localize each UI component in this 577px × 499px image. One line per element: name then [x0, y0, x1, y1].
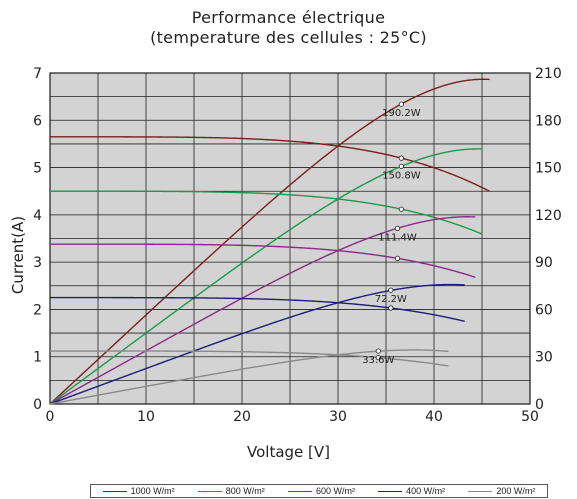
iv-curve-600 — [50, 243, 476, 278]
y-tick-label: 4 — [33, 208, 42, 224]
mpp-power-marker — [388, 287, 394, 293]
power-curve-400 — [49, 283, 465, 405]
peak-power-label: 72.2W — [375, 294, 407, 305]
mpp-power-marker — [398, 163, 404, 169]
iv-curve-200 — [50, 350, 449, 367]
mpp-current-marker — [388, 305, 394, 311]
y2-tick-label: 90 — [535, 255, 553, 271]
mpp-power-marker — [394, 225, 401, 232]
iv-curve-1000 — [50, 136, 491, 193]
y2-tick-label: 60 — [535, 302, 553, 318]
iv-curve-400 — [50, 296, 465, 323]
y2-tick-label: 210 — [535, 66, 562, 82]
x-tick-label: 0 — [46, 409, 55, 425]
legend-item: 1000 W/m² — [102, 486, 175, 496]
chart-title: Performance électrique — [191, 8, 386, 27]
power-curve-600 — [49, 216, 476, 405]
grid-lines — [49, 72, 531, 405]
legend-swatch — [287, 490, 312, 492]
legend-label: 600 W/m² — [315, 486, 355, 496]
legend-label: 1000 W/m² — [130, 486, 175, 496]
x-axis-label: Voltage [V] — [247, 443, 330, 461]
y2-tick-label: 120 — [535, 208, 562, 224]
y2-tick-label: 30 — [535, 350, 553, 366]
legend-label: 800 W/m² — [225, 486, 265, 496]
y2-tick-label: 180 — [535, 113, 562, 129]
y2-tick-label: 0 — [535, 397, 544, 413]
y-tick-label: 7 — [33, 66, 42, 82]
y2-tick-label: 150 — [535, 161, 562, 177]
peak-power-label: 150.8W — [382, 170, 421, 181]
legend-swatch — [102, 490, 127, 492]
series-layer — [49, 78, 491, 405]
peak-power-label: 111.4W — [378, 232, 417, 243]
x-tick-label: 30 — [329, 409, 347, 425]
mpp-current-marker — [398, 206, 404, 212]
legend-item: 400 W/m² — [378, 486, 445, 496]
y-tick-label: 0 — [33, 397, 42, 413]
y-tick-label: 6 — [33, 113, 42, 129]
y-tick-label: 5 — [33, 161, 42, 177]
peak-power-label: 190.2W — [382, 108, 421, 119]
mpp-power-marker — [398, 101, 404, 107]
y-tick-label: 1 — [33, 350, 42, 366]
x-tick-label: 10 — [137, 409, 155, 425]
peak-power-label: 33.6W — [362, 355, 394, 366]
marker-layer: 190.2W 150.8W 111.4W 72.2W 33.6W — [362, 101, 421, 366]
legend-item: 200 W/m² — [468, 486, 535, 496]
legend-swatch — [468, 490, 493, 492]
x-tick-label: 50 — [521, 409, 539, 425]
legend-label: 200 W/m² — [496, 486, 536, 496]
legend-item: 600 W/m² — [287, 486, 355, 496]
x-tick-label: 20 — [233, 409, 251, 425]
y-tick-label: 2 — [33, 302, 42, 318]
mpp-current-marker — [398, 155, 404, 161]
power-curve-1000 — [49, 78, 490, 405]
legend-label: 400 W/m² — [406, 486, 446, 496]
mpp-current-marker — [394, 255, 401, 261]
legend-item: 800 W/m² — [197, 486, 265, 496]
chart-subtitle: (temperature des cellules : 25°C) — [150, 28, 427, 47]
y-axis-label: Current(A) — [9, 215, 27, 295]
legend: 1000 W/m² 800 W/m² 600 W/m² 400 W/m² 200 W/m… — [90, 484, 548, 498]
power-curve-200 — [49, 349, 449, 405]
y-tick-label: 3 — [33, 255, 42, 271]
legend-swatch — [378, 490, 403, 492]
mpp-power-marker — [375, 348, 381, 354]
x-tick-label: 40 — [425, 409, 443, 425]
iv-curve-800 — [50, 190, 483, 235]
mpp-current-marker — [375, 355, 381, 361]
legend-swatch — [197, 490, 222, 492]
